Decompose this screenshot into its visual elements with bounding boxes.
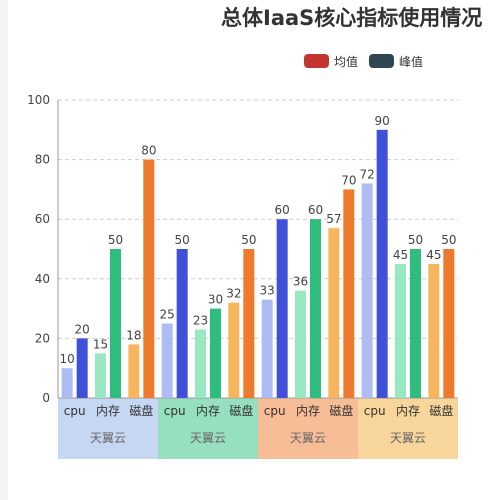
group-band bbox=[158, 398, 258, 459]
y-tick-label: 80 bbox=[35, 153, 50, 167]
category-tick-label: 磁盘 bbox=[329, 403, 353, 418]
bar-avg bbox=[428, 263, 440, 398]
data-label-avg: 10 bbox=[60, 352, 75, 366]
bar-peak bbox=[343, 189, 355, 398]
chart-title: 总体IaaS核心指标使用情况 bbox=[221, 6, 483, 30]
group-label: 天翼云 bbox=[190, 431, 226, 445]
bar-avg bbox=[295, 290, 306, 398]
bar-peak bbox=[243, 249, 255, 398]
category-tick-label: 内存 bbox=[96, 404, 120, 418]
bar-peak bbox=[443, 249, 455, 398]
data-label-avg: 15 bbox=[93, 337, 108, 351]
data-label-peak: 20 bbox=[75, 322, 90, 336]
legend-item-avg[interactable]: 均值 bbox=[304, 53, 358, 69]
data-label-peak: 50 bbox=[241, 233, 256, 247]
category-tick-label: cpu bbox=[164, 404, 186, 418]
category-tick-label: 内存 bbox=[196, 404, 220, 418]
data-label-peak: 60 bbox=[308, 203, 323, 217]
data-label-peak: 50 bbox=[441, 233, 456, 247]
legend-swatch-avg bbox=[304, 54, 329, 68]
y-tick-label: 20 bbox=[35, 331, 50, 345]
bar-peak bbox=[110, 249, 121, 398]
data-label-peak: 70 bbox=[341, 173, 356, 187]
bar-peak bbox=[376, 129, 388, 399]
category-tick-label: 内存 bbox=[296, 404, 320, 418]
group-band bbox=[58, 398, 158, 459]
chart-panel: 总体IaaS核心指标使用情况 均值 峰值 0 20 40 60 80 100 天翼云 cpu 内… bbox=[8, 0, 500, 500]
bar-avg bbox=[328, 228, 340, 398]
legend-swatch-peak bbox=[369, 54, 394, 68]
bar-avg bbox=[128, 344, 140, 398]
data-label-avg: 45 bbox=[426, 248, 441, 262]
group-band bbox=[258, 398, 358, 459]
data-label-avg: 33 bbox=[260, 284, 275, 298]
legend-label-avg: 均值 bbox=[334, 54, 359, 69]
legend-item-peak[interactable]: 峰值 bbox=[369, 53, 423, 69]
category-tick-label: 磁盘 bbox=[229, 403, 253, 418]
category-tick-label: 磁盘 bbox=[129, 403, 153, 418]
group-label: 天翼云 bbox=[390, 431, 426, 445]
bar-peak bbox=[143, 159, 155, 398]
bar-avg bbox=[161, 323, 173, 398]
bar-avg bbox=[61, 368, 73, 398]
data-label-peak: 80 bbox=[141, 144, 156, 158]
data-label-avg: 25 bbox=[160, 308, 175, 322]
data-label-avg: 72 bbox=[360, 167, 375, 181]
data-label-avg: 18 bbox=[126, 328, 141, 342]
data-label-peak: 50 bbox=[408, 233, 423, 247]
bar-avg bbox=[261, 299, 273, 398]
bar-peak bbox=[176, 249, 188, 398]
category-tick-label: 内存 bbox=[396, 404, 420, 418]
data-label-peak: 50 bbox=[108, 233, 123, 247]
data-label-peak: 60 bbox=[275, 203, 290, 217]
bar-avg bbox=[395, 263, 406, 398]
data-label-avg: 45 bbox=[393, 248, 408, 262]
bar-avg bbox=[195, 329, 206, 398]
y-tick-label: 0 bbox=[42, 391, 50, 405]
data-label-avg: 57 bbox=[326, 212, 341, 226]
bar-avg bbox=[228, 302, 240, 398]
data-label-peak: 30 bbox=[208, 293, 223, 307]
data-label-avg: 23 bbox=[193, 313, 208, 327]
bar-avg bbox=[95, 353, 106, 398]
y-tick-label: 100 bbox=[27, 93, 50, 107]
data-label-peak: 90 bbox=[375, 114, 390, 128]
data-label-avg: 36 bbox=[293, 275, 308, 289]
category-tick-label: cpu bbox=[364, 404, 386, 418]
category-tick-label: cpu bbox=[64, 404, 86, 418]
y-tick-label: 40 bbox=[35, 272, 50, 286]
group-band bbox=[358, 398, 458, 459]
bar-peak bbox=[210, 308, 221, 398]
category-tick-label: cpu bbox=[264, 404, 286, 418]
data-label-avg: 32 bbox=[226, 287, 241, 301]
bar-peak bbox=[310, 219, 321, 398]
category-tick-label: 磁盘 bbox=[429, 403, 453, 418]
group-label: 天翼云 bbox=[290, 431, 326, 445]
bar-peak bbox=[76, 338, 88, 398]
bar-peak bbox=[410, 249, 421, 398]
y-tick-label: 60 bbox=[35, 212, 50, 226]
legend-label-peak: 峰值 bbox=[399, 54, 424, 69]
bar-peak bbox=[276, 219, 288, 398]
data-label-peak: 50 bbox=[175, 233, 190, 247]
bar-avg bbox=[361, 183, 373, 398]
group-label: 天翼云 bbox=[90, 431, 126, 445]
